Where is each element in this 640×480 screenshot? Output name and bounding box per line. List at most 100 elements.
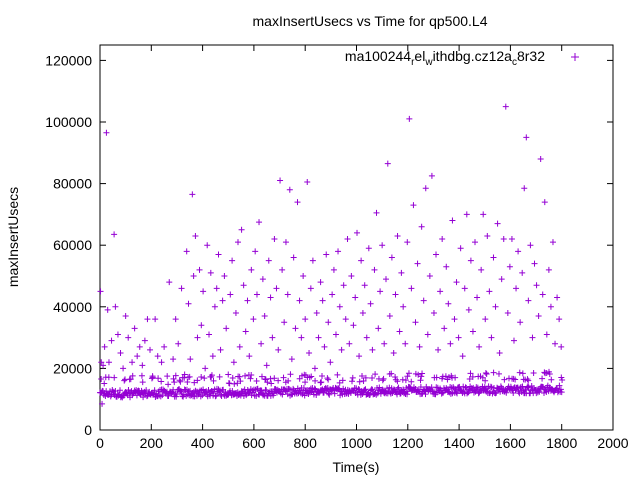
data-point [240, 282, 247, 289]
data-point [234, 239, 241, 246]
baseline-point [418, 373, 425, 380]
data-point [136, 343, 143, 350]
data-point [435, 346, 442, 353]
y-tick-label: 120000 [45, 52, 92, 68]
baseline-point [165, 381, 172, 388]
data-point [225, 371, 232, 378]
baseline-point [369, 386, 376, 393]
data-point [396, 328, 403, 335]
baseline-point [210, 377, 217, 384]
baseline-point [548, 376, 555, 383]
baseline-point [237, 378, 244, 385]
data-point [390, 350, 397, 356]
data-point [196, 266, 203, 273]
data-point [527, 242, 534, 249]
baseline-point [155, 375, 162, 382]
data-point [181, 371, 188, 378]
baseline-point [467, 370, 474, 377]
data-point [229, 257, 236, 264]
baseline-point [111, 374, 118, 381]
data-point [408, 285, 415, 292]
data-point [335, 248, 342, 255]
y-axis-title: maxInsertUsecs [5, 187, 21, 287]
data-point [284, 291, 291, 298]
baseline-point [525, 384, 532, 391]
baseline-point [262, 376, 269, 383]
baseline-point [483, 370, 490, 377]
baseline-point [376, 384, 383, 391]
data-point [154, 353, 161, 360]
data-point [209, 353, 216, 360]
x-axis-title: Time(s) [333, 459, 380, 475]
data-point [358, 257, 365, 264]
data-point [307, 285, 314, 292]
baseline-point [512, 376, 519, 383]
data-point [258, 340, 265, 347]
baseline-point [482, 377, 489, 384]
baseline-point [271, 375, 278, 382]
baseline-point [229, 387, 236, 394]
baseline-point [270, 390, 277, 397]
data-point [166, 279, 173, 286]
baseline-point [241, 386, 248, 393]
y-tick-label: 40000 [53, 299, 92, 315]
data-point [537, 155, 544, 162]
data-point [410, 202, 417, 209]
data-point [400, 303, 407, 310]
baseline-point [454, 390, 461, 397]
baseline-point [516, 369, 523, 376]
data-point [525, 297, 532, 304]
data-point [329, 291, 336, 298]
data-point [178, 285, 185, 292]
data-point [248, 266, 255, 273]
data-point [152, 316, 159, 323]
data-point [344, 236, 351, 243]
data-point [269, 334, 276, 341]
data-point [302, 316, 309, 323]
data-point [549, 239, 556, 246]
baseline-point [557, 386, 564, 393]
y-tick-label: 80000 [53, 176, 92, 192]
data-point [496, 350, 503, 356]
data-point [194, 334, 201, 341]
legend-plus-icon [571, 53, 579, 61]
baseline-point [546, 370, 553, 377]
data-point [348, 273, 355, 279]
data-point [117, 350, 124, 356]
data-point [394, 232, 401, 239]
data-point [103, 129, 110, 136]
data-point [463, 211, 470, 218]
data-point [164, 373, 171, 380]
baseline-point [503, 389, 510, 396]
baseline-point [419, 370, 426, 377]
legend-marker [571, 53, 579, 61]
data-point [508, 236, 515, 243]
y-tick-label: 0 [84, 422, 92, 438]
baseline-point [184, 378, 191, 385]
data-point [474, 294, 481, 301]
data-point [330, 266, 337, 273]
data-point [382, 276, 389, 283]
data-point [379, 242, 386, 249]
baseline-point [208, 372, 215, 379]
data-point [147, 346, 154, 353]
data-point [221, 273, 228, 279]
baseline-point [495, 370, 502, 377]
data-point [185, 300, 192, 307]
baseline-point [176, 377, 183, 384]
data-point [513, 285, 520, 292]
data-point [449, 217, 456, 224]
baseline-point [258, 373, 265, 380]
data-point [428, 172, 435, 179]
baseline-point [349, 374, 356, 381]
data-point [230, 359, 237, 366]
data-point [131, 325, 138, 332]
baseline-point [121, 377, 128, 384]
data-point [98, 359, 105, 366]
data-point [412, 319, 419, 326]
x-tick-label: 800 [294, 435, 318, 451]
y-tick-label: 100000 [45, 114, 92, 130]
data-point [441, 325, 448, 332]
data-point [200, 288, 207, 295]
data-point [535, 313, 542, 320]
